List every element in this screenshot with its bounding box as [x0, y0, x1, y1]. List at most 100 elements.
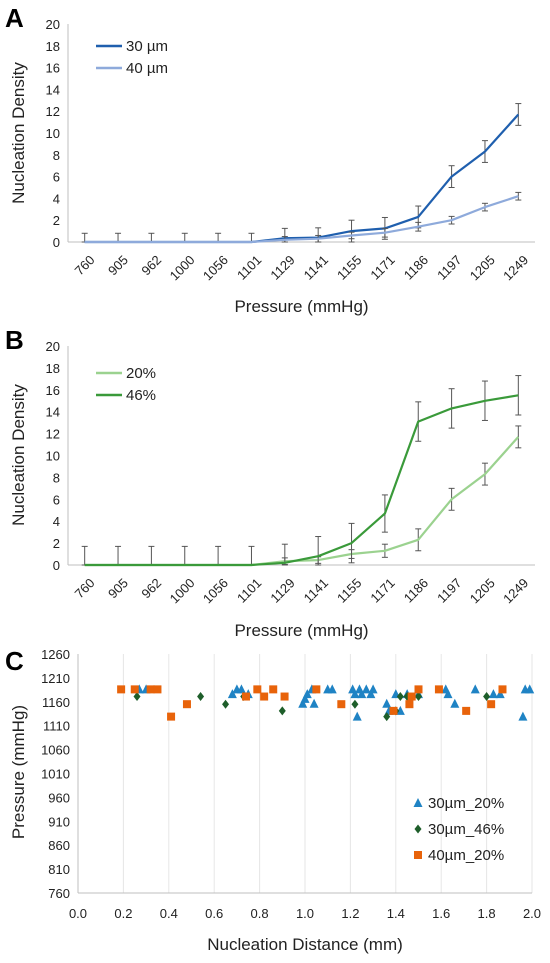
panel-b: B 0 2 4 6 8 10 12 14 16 18 20 760 905 962 1000 1056 1101… [5, 325, 535, 640]
scatter-point-diamond [483, 692, 491, 702]
panel-letter-c: C [5, 646, 24, 676]
y-tick-label: 10 [46, 449, 60, 464]
scatter-point-square [312, 685, 321, 694]
y-tick-label: 860 [48, 838, 70, 853]
x-axis-title: Pressure (mmHg) [234, 621, 368, 640]
y-tick-label: 4 [53, 191, 60, 206]
scatter-point-square [241, 692, 250, 701]
legend-label-1: 20% [126, 365, 156, 382]
y-tick-label: 20 [46, 339, 60, 354]
scatter-point-triangle [309, 698, 319, 708]
scatter-point-diamond [383, 712, 391, 722]
legend-marker-1 [413, 798, 423, 807]
y-tick-label: 1260 [41, 647, 70, 662]
x-tick-label: 1129 [267, 252, 297, 282]
y-tick-label: 12 [46, 104, 60, 119]
scatter-point-triangle [366, 689, 376, 699]
x-tick-label: 0.6 [205, 906, 223, 921]
scatter-point-square [407, 692, 416, 701]
x-tick-label: 1141 [301, 575, 331, 605]
x-tick-label: 1.4 [387, 906, 405, 921]
y-tick-label: 1010 [41, 767, 70, 782]
scatter-point-triangle [443, 689, 453, 699]
scatter-point-square [260, 692, 269, 701]
x-axis-title: Nucleation Distance (mm) [207, 935, 403, 954]
x-tick-label: 1000 [167, 252, 198, 283]
scatter-point-triangle [488, 689, 498, 699]
x-tick-label: 1141 [301, 252, 331, 282]
scatter-point-square [117, 685, 126, 694]
panel-c: C 760 810 860 910 960 1010 1060 1110 1160 1210 126… [5, 646, 541, 954]
scatter-point-square [389, 706, 398, 715]
y-tick-label: 10 [46, 126, 60, 141]
scatter-point-square [182, 700, 191, 709]
scatter-point-triangle [302, 689, 312, 699]
scatter-point-square [146, 685, 155, 694]
x-tick-label: 905 [105, 252, 131, 278]
x-tick-label: 760 [72, 252, 98, 278]
scatter-point-square [153, 685, 162, 694]
x-tick-label: 1101 [234, 252, 264, 282]
scatter-point-diamond [396, 692, 404, 702]
x-tick-label: 2.0 [523, 906, 541, 921]
x-tick-label: 1171 [367, 252, 397, 282]
scatter-point-diamond [278, 706, 286, 716]
scatter-point-triangle [236, 684, 246, 694]
x-tick-label: 962 [138, 252, 164, 278]
y-tick-label: 6 [53, 492, 60, 507]
x-tick-label: 1249 [500, 252, 531, 283]
scatter-point-triangle [525, 684, 535, 694]
scatter-point-diamond [133, 692, 141, 702]
x-tick-label: 1.2 [341, 906, 359, 921]
x-tick-label: 1205 [467, 575, 498, 606]
y-tick-label: 960 [48, 790, 70, 805]
x-tick-label: 1171 [367, 575, 397, 605]
y-tick-label: 8 [53, 470, 60, 485]
x-tick-label: 1186 [401, 252, 431, 282]
y-tick-label: 1160 [42, 695, 70, 710]
scatter-point-triangle [298, 698, 308, 708]
y-axis-title: Nucleation Density [9, 62, 28, 204]
y-tick-label: 12 [46, 427, 60, 442]
y-tick-label: 0 [53, 558, 60, 573]
x-tick-label: 1101 [234, 575, 264, 605]
y-axis-title: Pressure (mmHg) [9, 705, 28, 839]
scatter-point-triangle [450, 698, 460, 708]
legend-label-1: 30µm_20% [428, 795, 504, 812]
x-tick-label: 1000 [167, 575, 198, 606]
scatter-point-diamond [197, 692, 205, 702]
x-tick-label: 0.2 [114, 906, 132, 921]
scatter-point-triangle [361, 684, 371, 694]
scatter-point-square [405, 700, 414, 709]
series-line-1 [84, 436, 520, 567]
y-tick-label: 760 [48, 886, 70, 901]
x-tick-label: 1056 [200, 575, 231, 606]
y-tick-label: 18 [46, 39, 60, 54]
x-tick-label: 1155 [334, 252, 364, 282]
scatter-point-square [167, 712, 176, 721]
scatter-point-square [487, 700, 496, 709]
y-tick-label: 810 [48, 862, 70, 877]
x-tick-label: 1249 [500, 575, 531, 606]
scatter-point-square [253, 685, 262, 694]
scatter-point-diamond [222, 699, 230, 709]
scatter-point-diamond [351, 699, 359, 709]
x-tick-label: 1056 [200, 252, 231, 283]
y-tick-label: 2 [53, 213, 60, 228]
scatter-point-triangle [352, 711, 362, 721]
y-tick-label: 16 [46, 383, 60, 398]
x-tick-label: 0.4 [160, 906, 178, 921]
x-tick-label: 1186 [401, 575, 431, 605]
scatter-point-square [337, 700, 346, 709]
scatter-point-triangle [395, 705, 405, 715]
series-line-2 [84, 195, 519, 244]
x-tick-label: 760 [72, 575, 98, 601]
scatter-point-triangle [227, 689, 237, 699]
scatter-point-square [414, 685, 423, 694]
scatter-point-triangle [350, 689, 360, 699]
x-tick-label: 962 [138, 575, 164, 601]
y-tick-label: 4 [53, 514, 60, 529]
y-tick-label: 1110 [43, 719, 70, 734]
legend-label-1: 30 µm [126, 38, 168, 55]
